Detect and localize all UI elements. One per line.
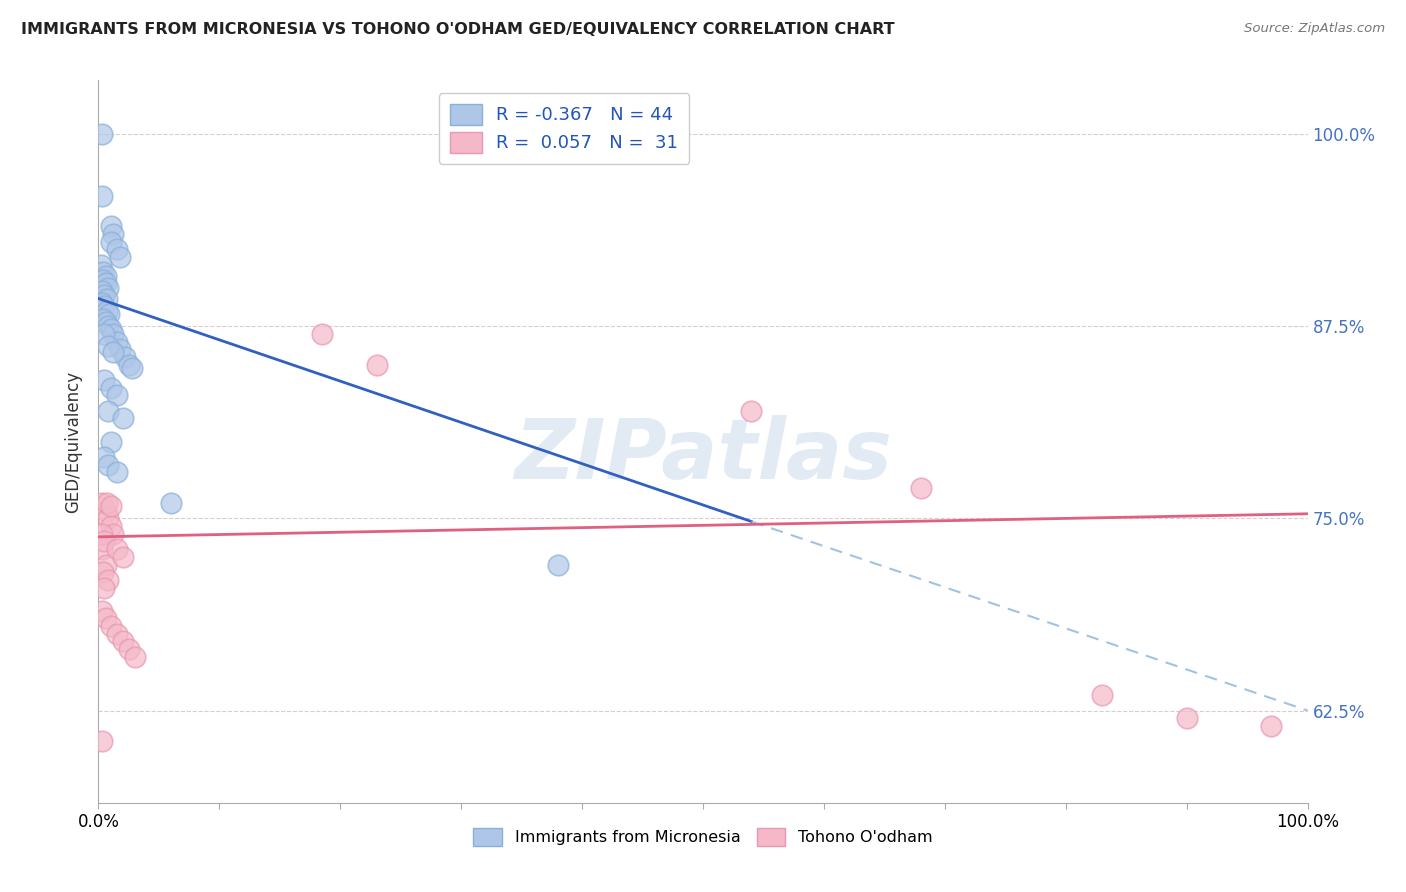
Point — [1091, 688, 1114, 702]
Point — [97, 339, 120, 353]
Point — [93, 288, 115, 302]
Point — [96, 496, 118, 510]
Point — [101, 227, 124, 241]
Point — [91, 311, 114, 326]
Point — [740, 404, 762, 418]
Point — [100, 219, 122, 234]
Point — [101, 345, 124, 359]
Point — [108, 250, 131, 264]
Point — [1175, 711, 1198, 725]
Point — [105, 388, 128, 402]
Point — [91, 565, 114, 579]
Point — [100, 619, 122, 633]
Point — [93, 373, 115, 387]
Point — [91, 284, 114, 298]
Point — [91, 127, 114, 141]
Text: IMMIGRANTS FROM MICRONESIA VS TOHONO O'ODHAM GED/EQUIVALENCY CORRELATION CHART: IMMIGRANTS FROM MICRONESIA VS TOHONO O'O… — [21, 22, 894, 37]
Point — [91, 604, 114, 618]
Point — [366, 358, 388, 372]
Point — [94, 315, 117, 329]
Point — [97, 319, 120, 334]
Point — [311, 326, 333, 341]
Point — [93, 326, 115, 341]
Point — [100, 235, 122, 249]
Point — [910, 481, 932, 495]
Point — [97, 404, 120, 418]
Point — [101, 326, 124, 341]
Point — [105, 626, 128, 640]
Point — [91, 734, 114, 748]
Text: Source: ZipAtlas.com: Source: ZipAtlas.com — [1244, 22, 1385, 36]
Y-axis label: GED/Equivalency: GED/Equivalency — [65, 370, 83, 513]
Point — [96, 292, 118, 306]
Point — [91, 188, 114, 202]
Point — [111, 549, 134, 564]
Point — [91, 273, 114, 287]
Point — [124, 649, 146, 664]
Point — [91, 542, 114, 557]
Point — [118, 358, 141, 372]
Point — [94, 276, 117, 290]
Point — [111, 411, 134, 425]
Point — [96, 304, 118, 318]
Point — [98, 307, 121, 321]
Point — [101, 526, 124, 541]
Point — [100, 381, 122, 395]
Legend: Immigrants from Micronesia, Tohono O'odham: Immigrants from Micronesia, Tohono O'odh… — [467, 822, 939, 853]
Point — [105, 465, 128, 479]
Point — [105, 334, 128, 349]
Point — [93, 534, 115, 549]
Point — [114, 350, 136, 364]
Point — [1260, 719, 1282, 733]
Point — [94, 268, 117, 283]
Point — [105, 243, 128, 257]
Point — [100, 499, 122, 513]
Point — [91, 265, 114, 279]
Point — [97, 281, 120, 295]
Point — [108, 343, 131, 357]
Point — [94, 558, 117, 572]
Point — [97, 458, 120, 472]
Point — [90, 258, 112, 272]
Point — [100, 322, 122, 336]
Point — [100, 434, 122, 449]
Text: ZIPatlas: ZIPatlas — [515, 416, 891, 497]
Point — [111, 634, 134, 648]
Point — [118, 642, 141, 657]
Point — [100, 519, 122, 533]
Point — [97, 511, 120, 525]
Point — [94, 611, 117, 625]
Point — [160, 496, 183, 510]
Point — [97, 573, 120, 587]
Point — [121, 360, 143, 375]
Point — [547, 558, 569, 572]
Point — [94, 504, 117, 518]
Point — [91, 496, 114, 510]
Point — [91, 296, 114, 310]
Point — [93, 581, 115, 595]
Point — [93, 299, 115, 313]
Point — [105, 542, 128, 557]
Point — [93, 450, 115, 464]
Point — [91, 526, 114, 541]
